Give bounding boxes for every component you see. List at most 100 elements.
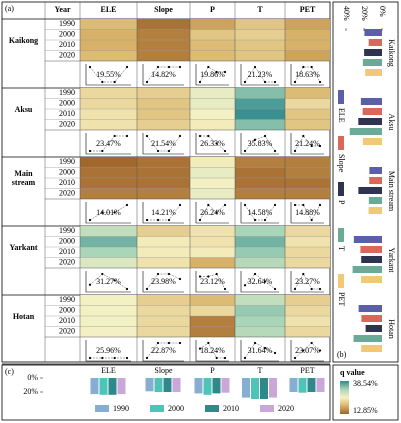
heatmap-cell: [285, 157, 330, 168]
heatmap-cell: [235, 178, 285, 189]
b-bar: [364, 49, 382, 56]
c-bar: [203, 378, 212, 395]
mini-line: [147, 204, 181, 221]
b-legend-swatch: [338, 136, 344, 150]
c-legend-label: 1990: [113, 404, 129, 413]
heatmap-cell: [190, 40, 235, 51]
heatmap-cell: [190, 29, 235, 40]
mini-point: [101, 80, 104, 84]
mini-axis: [240, 202, 279, 224]
mini-point: [263, 218, 267, 222]
year-label: 2020: [59, 327, 75, 336]
mean-value: 26.33%: [200, 139, 225, 148]
heatmap-cell: [80, 157, 137, 168]
mini-point: [207, 341, 210, 345]
c-legend-swatch: [150, 405, 164, 412]
mini-point: [167, 149, 171, 153]
mini-point: [145, 218, 149, 222]
heatmap-cell: [137, 305, 190, 316]
mini-point: [293, 149, 297, 153]
mini-point: [293, 203, 297, 207]
mean-value: 23.12%: [200, 277, 225, 286]
heatmap-cell: [190, 157, 235, 168]
mini-point: [310, 287, 313, 291]
year-label: 2010: [59, 109, 75, 118]
mini-axis: [240, 271, 279, 293]
b-bar: [365, 69, 382, 76]
mini-line: [244, 342, 276, 359]
year-label: 2010: [59, 316, 75, 325]
mini-axis: [195, 202, 229, 224]
mini-axis: [290, 64, 324, 86]
heatmap-cell: [235, 226, 285, 237]
heatmap-cell: [190, 109, 235, 120]
mini-line: [294, 66, 321, 83]
mini-point: [310, 218, 313, 222]
mean-value: 32.64%: [248, 277, 273, 286]
b-bar: [369, 177, 382, 184]
b-bar: [358, 118, 382, 125]
mini-point: [88, 283, 92, 286]
mean-value: 14.01%: [96, 208, 121, 217]
mini-line: [294, 273, 320, 290]
year-label: 2000: [59, 237, 75, 246]
mini-point: [215, 272, 218, 276]
mean-value: 14.88%: [295, 208, 320, 217]
mini-point: [207, 203, 210, 207]
year-label: 2010: [59, 178, 75, 187]
heatmap-cell: [235, 19, 285, 30]
c-bar: [163, 378, 172, 392]
mini-point: [198, 275, 202, 278]
mini-point: [243, 284, 247, 287]
heatmap-cell: [80, 167, 137, 178]
year-label: 2020: [59, 189, 75, 198]
heatmap-cell: [137, 316, 190, 327]
mean-value: 22.87%: [151, 346, 176, 355]
year-label: 2000: [59, 168, 75, 177]
b-bar: [365, 325, 382, 332]
heatmap-cell: [190, 98, 235, 109]
heatmap-cell: [80, 50, 137, 61]
mini-line: [199, 66, 225, 83]
b-legend-label: Slope: [337, 154, 346, 173]
c-bar: [154, 378, 163, 392]
region-label: Kaikong: [8, 35, 39, 45]
b-bar: [361, 345, 382, 352]
mini-point: [223, 356, 227, 360]
mean-value: 21.24%: [295, 139, 320, 148]
year-label: 2010: [59, 247, 75, 256]
b-bar: [361, 315, 382, 322]
c-bar: [212, 378, 221, 394]
b-bar: [358, 305, 382, 312]
mini-point: [113, 134, 116, 138]
mean-value: 35.83%: [248, 139, 273, 148]
mini-line: [146, 135, 181, 152]
year-label: 2020: [59, 258, 75, 267]
mini-point: [178, 65, 182, 69]
b-bar: [369, 167, 382, 174]
mini-point: [263, 134, 267, 138]
heatmap-cell: [190, 305, 235, 316]
heatmap-cell: [80, 109, 137, 120]
mini-line: [146, 66, 180, 83]
mini-point: [198, 134, 202, 138]
b-legend-swatch: [338, 228, 344, 242]
mini-point: [243, 149, 247, 153]
b-bar: [360, 98, 382, 105]
heatmap-cell: [190, 257, 235, 268]
mini-point: [113, 279, 116, 282]
heatmap-cell: [137, 178, 190, 189]
mini-point: [243, 203, 247, 207]
heatmap-cell: [285, 316, 330, 327]
b-legend-label: ELE: [337, 108, 346, 123]
c-factor-label: P: [210, 366, 215, 375]
mini-axis: [195, 271, 229, 293]
year-label: 2020: [59, 120, 75, 129]
heatmap-cell: [190, 295, 235, 306]
column-header: PET: [300, 5, 316, 14]
year-label: 2020: [59, 51, 75, 60]
mini-point: [215, 70, 218, 74]
mini-point: [207, 275, 210, 278]
b-bar: [353, 335, 382, 342]
